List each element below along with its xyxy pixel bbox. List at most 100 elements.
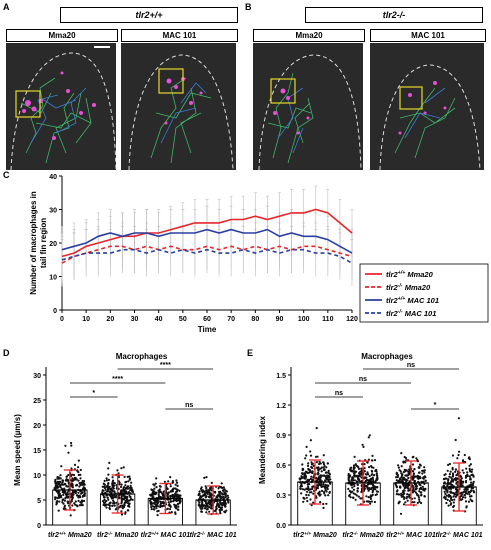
data-point — [317, 478, 320, 481]
data-point — [370, 469, 373, 472]
data-point — [307, 462, 310, 465]
data-point — [111, 504, 114, 507]
data-point — [312, 501, 315, 504]
data-point — [155, 491, 158, 494]
data-point — [372, 488, 375, 491]
data-point — [469, 498, 472, 501]
data-point — [55, 501, 58, 504]
data-point — [159, 500, 162, 503]
data-point — [55, 503, 58, 506]
data-point — [402, 503, 406, 506]
data-point — [347, 472, 350, 476]
data-point — [460, 481, 464, 484]
data-point — [368, 434, 371, 437]
data-point — [462, 471, 465, 474]
data-point — [70, 493, 73, 496]
data-point — [222, 495, 225, 498]
data-point — [81, 487, 85, 490]
data-point — [404, 474, 407, 477]
data-point — [124, 512, 127, 515]
data-point — [318, 490, 321, 493]
data-point — [404, 456, 408, 460]
data-point — [349, 474, 352, 477]
data-point — [120, 510, 123, 513]
data-point — [464, 481, 468, 484]
data-point — [66, 500, 69, 503]
data-point — [366, 461, 369, 464]
data-point — [301, 463, 304, 466]
data-point — [150, 501, 153, 504]
sig-label-1: **** — [112, 376, 123, 383]
y-tick-label: 10 — [33, 473, 41, 480]
data-point — [178, 489, 181, 492]
data-point — [171, 495, 174, 498]
data-point — [322, 506, 325, 509]
data-point — [302, 497, 305, 500]
data-point — [79, 468, 82, 472]
data-point — [106, 488, 110, 492]
data-point — [122, 466, 125, 469]
data-point — [411, 491, 414, 494]
data-point — [306, 471, 309, 474]
data-point — [406, 493, 409, 496]
data-point — [301, 472, 304, 475]
data-point — [71, 486, 74, 489]
data-point — [77, 495, 80, 498]
data-point — [83, 490, 86, 493]
data-point — [413, 468, 416, 471]
data-point — [130, 481, 133, 484]
strain-label-a-left: Mma20 — [6, 29, 118, 42]
data-point — [304, 457, 307, 460]
data-point — [310, 475, 313, 478]
data-point — [62, 483, 65, 486]
data-point — [198, 501, 201, 504]
data-point — [318, 462, 321, 466]
data-point — [169, 485, 172, 488]
data-point — [107, 478, 110, 481]
data-point — [310, 491, 313, 494]
micrograph-b-mma20 — [253, 43, 363, 170]
data-point — [326, 487, 329, 491]
x-tick-label: 40 — [155, 316, 163, 323]
data-point — [363, 470, 366, 473]
data-point — [461, 469, 464, 472]
data-point — [323, 490, 326, 493]
data-point — [395, 479, 398, 482]
y-tick-label: 10 — [49, 275, 57, 282]
data-point — [65, 485, 68, 488]
data-point — [411, 476, 414, 479]
data-point — [466, 471, 469, 474]
data-point — [376, 474, 379, 478]
data-point — [57, 509, 60, 512]
data-point — [155, 504, 158, 507]
data-point — [72, 473, 76, 477]
data-point — [204, 500, 207, 503]
data-point — [357, 467, 361, 470]
y-tick-label: 20 — [49, 241, 57, 248]
legend-label-0: tlr2+/+ Mma20 — [386, 270, 434, 279]
data-point — [205, 476, 208, 479]
data-point — [220, 492, 223, 495]
data-point — [406, 484, 409, 487]
data-point — [113, 490, 116, 493]
y-tick-label: 1.2 — [276, 403, 286, 410]
data-point — [156, 510, 159, 513]
data-point — [472, 480, 475, 483]
data-point — [347, 474, 350, 477]
data-point — [77, 466, 80, 469]
data-point — [299, 484, 303, 487]
data-point — [108, 502, 111, 505]
data-point — [317, 492, 320, 495]
data-point — [350, 466, 353, 469]
data-point — [413, 497, 416, 500]
data-point — [371, 476, 374, 479]
data-point — [105, 477, 108, 480]
data-point — [464, 492, 468, 495]
data-point — [456, 493, 459, 496]
data-point — [63, 506, 66, 509]
data-point — [208, 488, 211, 492]
data-point — [448, 482, 451, 485]
data-point — [64, 483, 67, 486]
data-point — [118, 496, 121, 499]
data-point — [66, 491, 69, 494]
